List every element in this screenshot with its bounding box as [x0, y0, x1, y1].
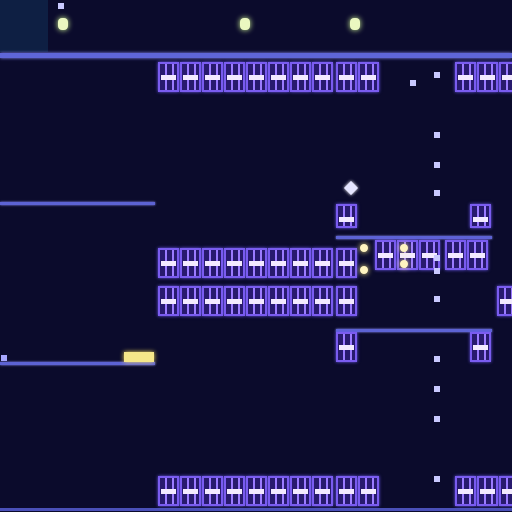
wall-brick: [246, 476, 267, 506]
wall-brick: [180, 62, 201, 92]
wall-brick: [180, 476, 201, 506]
wall-brick: [467, 240, 488, 270]
wall-brick: [202, 62, 223, 92]
wall-brick: [312, 286, 333, 316]
track-dot-icon: [434, 356, 440, 362]
ledge-upper-left: [0, 202, 155, 205]
track-dot-icon: [434, 416, 440, 422]
coin-dot-icon: [360, 244, 368, 252]
track-dot-icon: [434, 162, 440, 168]
wall-brick: [224, 476, 245, 506]
ledge-lower-right: [336, 329, 492, 332]
wall-brick: [445, 240, 466, 270]
track-dot-icon: [434, 386, 440, 392]
track-dot-icon: [434, 190, 440, 196]
lamp-icon: [350, 18, 360, 30]
wall-brick: [336, 332, 357, 362]
track-dot-icon: [58, 3, 64, 9]
wall-brick: [268, 62, 289, 92]
wall-brick: [290, 476, 311, 506]
wall-brick: [499, 62, 512, 92]
coin-block-icon[interactable]: [124, 352, 154, 362]
lamp-icon: [240, 18, 250, 30]
wall-brick: [477, 476, 498, 506]
ceiling-platform: [0, 53, 512, 58]
wall-brick: [290, 286, 311, 316]
wall-brick: [336, 62, 357, 92]
hud-panel: [0, 0, 48, 52]
wall-brick: [246, 62, 267, 92]
wall-brick: [455, 62, 476, 92]
track-dot-icon: [434, 255, 440, 261]
wall-brick: [336, 476, 357, 506]
coin-dot-icon: [400, 244, 408, 252]
wall-brick: [158, 248, 179, 278]
wall-brick: [497, 286, 512, 316]
wall-brick: [224, 286, 245, 316]
track-dot-icon: [410, 80, 416, 86]
wall-brick: [180, 286, 201, 316]
wall-brick: [470, 332, 491, 362]
wall-brick: [268, 248, 289, 278]
wall-brick: [268, 286, 289, 316]
wall-brick: [224, 62, 245, 92]
floor-line: [0, 508, 512, 511]
wall-brick: [202, 476, 223, 506]
wall-brick: [336, 286, 357, 316]
track-dot-icon: [434, 476, 440, 482]
wall-brick: [312, 476, 333, 506]
wall-brick: [224, 248, 245, 278]
wall-brick: [336, 204, 357, 228]
wall-brick: [336, 248, 357, 278]
wall-brick: [375, 240, 396, 270]
coin-dot-icon: [360, 266, 368, 274]
wall-brick: [246, 286, 267, 316]
track-dot-icon: [434, 296, 440, 302]
coin-dot-icon: [400, 260, 408, 268]
track-dot-icon: [434, 72, 440, 78]
wall-brick: [455, 476, 476, 506]
wall-brick: [358, 476, 379, 506]
wall-brick: [202, 286, 223, 316]
wall-brick: [202, 248, 223, 278]
wall-brick: [470, 204, 491, 228]
wall-brick: [312, 62, 333, 92]
marker-icon: [1, 355, 7, 361]
wall-brick: [246, 248, 267, 278]
wall-brick: [477, 62, 498, 92]
diamond-player-icon[interactable]: [343, 180, 359, 196]
track-dot-icon: [434, 132, 440, 138]
lamp-icon: [58, 18, 68, 30]
wall-brick: [499, 476, 512, 506]
wall-brick: [290, 62, 311, 92]
wall-brick: [158, 476, 179, 506]
wall-brick: [180, 248, 201, 278]
wall-brick: [358, 62, 379, 92]
wall-brick: [268, 476, 289, 506]
ledge-upper-right: [336, 236, 492, 239]
wall-brick: [158, 286, 179, 316]
ledge-lower-left: [0, 362, 155, 365]
track-dot-icon: [434, 268, 440, 274]
wall-brick: [290, 248, 311, 278]
wall-brick: [312, 248, 333, 278]
wall-brick: [158, 62, 179, 92]
